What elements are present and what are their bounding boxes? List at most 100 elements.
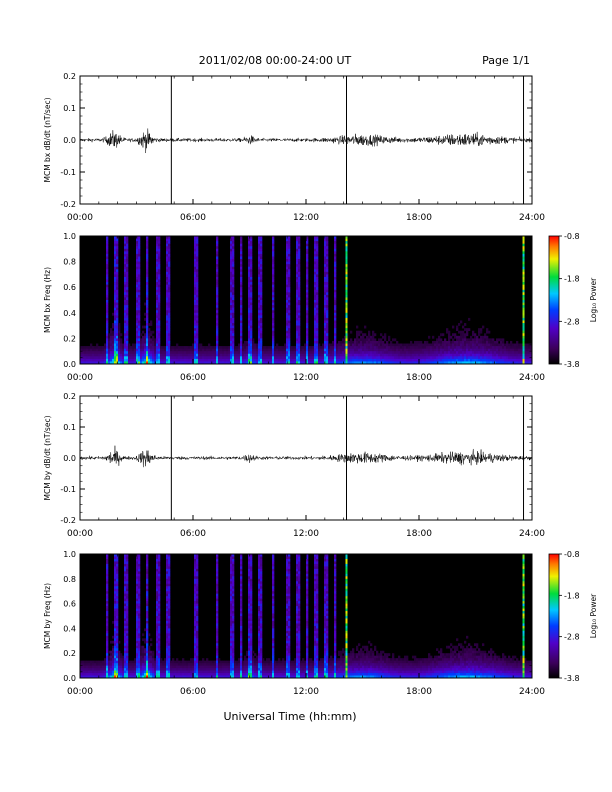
spectrogram-cell (284, 356, 287, 360)
spectrogram-cell (124, 251, 127, 255)
spectrogram-cell (316, 315, 319, 319)
spectrogram-cell (140, 670, 143, 674)
spectrogram-cell (448, 353, 451, 357)
spectrogram-cell (296, 274, 299, 278)
spike-column (345, 297, 348, 301)
spectrogram-cell (250, 276, 253, 280)
spectrogram-cell (114, 328, 117, 332)
spectrogram-cell (258, 251, 261, 255)
spectrogram-cell (168, 573, 171, 577)
spectrogram-cell (478, 333, 481, 337)
spectrogram-cell (324, 246, 327, 250)
spectrogram-cell (216, 353, 219, 357)
spectrogram-cell (326, 261, 329, 265)
spectrogram-cell (286, 248, 289, 252)
spectrogram-cell (454, 340, 457, 344)
spectrogram-cell (112, 340, 115, 344)
spectrogram-cell (286, 284, 289, 288)
spectrogram-cell (136, 618, 139, 622)
spectrogram-cell (250, 353, 253, 357)
spectrogram-cell (168, 361, 171, 365)
spectrogram-cell (306, 279, 309, 283)
spectrogram-cell (258, 335, 261, 339)
spectrogram-cell (382, 348, 385, 352)
spectrogram-cell (178, 361, 181, 365)
spectrogram-cell (150, 358, 153, 362)
spectrogram-cell (422, 346, 425, 349)
spectrogram-cell (114, 310, 117, 314)
spectrogram-cell (216, 289, 219, 293)
spectrogram-cell (286, 279, 289, 283)
spectrogram-cell (372, 358, 375, 362)
spectrogram-cell (240, 246, 243, 250)
spectrogram-cell (168, 271, 171, 275)
spectrogram-cell (334, 320, 337, 324)
spectrogram-cell (232, 312, 235, 316)
spectrogram-cell (138, 310, 141, 314)
spectrogram-cell (460, 335, 463, 339)
spectrogram-cell (168, 650, 171, 654)
spectrogram-cell (216, 323, 219, 326)
spectrogram-cell (138, 259, 141, 262)
spectrogram-cell (114, 236, 117, 239)
spectrogram-cell (272, 282, 275, 285)
spectrogram-cell (520, 358, 523, 362)
spectrogram-cell (256, 343, 259, 347)
spectrogram-cell (106, 578, 109, 582)
spectrogram-cell (192, 343, 195, 347)
spectrogram-cell (152, 351, 155, 355)
spectrogram-cell (340, 353, 343, 357)
spectrogram-cell (136, 563, 139, 567)
spectrogram-cell (364, 361, 367, 365)
spectrogram-cell (238, 353, 241, 357)
spectrogram-cell (186, 663, 189, 666)
spectrogram-cell (304, 343, 307, 347)
spectrogram-cell (162, 663, 165, 666)
spectrogram-cell (350, 361, 353, 365)
spectrogram-cell (456, 338, 459, 342)
spectrogram-cell (240, 243, 243, 247)
spectrogram-cell (114, 287, 117, 291)
spectrogram-cell (306, 243, 309, 247)
spectrogram-cell (302, 346, 305, 349)
spectrogram-cell (194, 568, 197, 572)
spectrogram-cell (200, 665, 203, 669)
spectrogram-cell (384, 346, 387, 349)
spectrogram-cell (326, 320, 329, 324)
spectrogram-cell (298, 292, 301, 296)
spectrogram-cell (348, 351, 351, 355)
spectrogram-cell (126, 576, 129, 580)
spike-column (522, 358, 525, 362)
spectrogram-cell (306, 251, 309, 255)
spectrogram-cell (352, 361, 355, 365)
spectrogram-cell (272, 271, 275, 275)
spectrogram-cell (114, 606, 117, 609)
spectrogram-cell (106, 613, 109, 617)
spectrogram-cell (324, 315, 327, 319)
spectrogram-cell (278, 348, 281, 352)
spectrogram-cell (296, 236, 299, 239)
spectrogram-cell (474, 348, 477, 352)
x-tick-label: 12:00 (293, 529, 319, 539)
spectrogram-cell (392, 338, 395, 342)
spectrogram-cell (102, 361, 105, 365)
spectrogram-cell (114, 251, 117, 255)
spectrogram-cell (256, 348, 259, 352)
spectrogram-cell (190, 356, 193, 360)
spectrogram-cell (130, 670, 133, 674)
spectrogram-cell (272, 294, 275, 298)
spectrogram-cell (232, 343, 235, 347)
spectrogram-cell (116, 655, 119, 659)
spectrogram-cell (420, 358, 423, 362)
x-tick-label: 00:00 (67, 529, 93, 539)
spectrogram-cell (124, 294, 127, 298)
spectrogram-cell (154, 668, 157, 671)
spectrogram-cell (184, 348, 187, 352)
spectrogram-cell (324, 292, 327, 296)
spectrogram-cell (486, 353, 489, 357)
spectrogram-cell (136, 248, 139, 252)
spectrogram-cell (248, 302, 251, 306)
spectrogram-cell (104, 670, 107, 674)
spectrogram-cell (182, 658, 185, 661)
spectrogram-cell (384, 361, 387, 365)
